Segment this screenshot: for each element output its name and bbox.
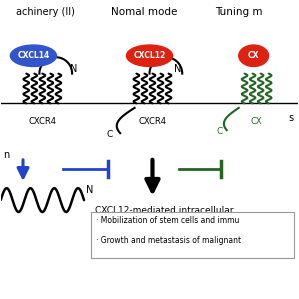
- Text: C: C: [106, 130, 112, 139]
- FancyBboxPatch shape: [91, 212, 294, 258]
- Text: Nomal mode: Nomal mode: [111, 7, 177, 17]
- Text: CXCL12: CXCL12: [133, 51, 166, 60]
- Text: N: N: [70, 64, 77, 74]
- Text: CXCL14: CXCL14: [17, 51, 50, 60]
- Text: · Growth and metastasis of malignant: · Growth and metastasis of malignant: [96, 236, 243, 245]
- Text: N: N: [174, 64, 181, 74]
- Text: CXCR4: CXCR4: [28, 117, 56, 126]
- Text: s: s: [288, 113, 293, 123]
- Text: · Mobilization of stem cells and immu: · Mobilization of stem cells and immu: [96, 216, 239, 225]
- Text: CX: CX: [251, 117, 263, 126]
- Text: n: n: [3, 150, 9, 161]
- Text: CXCR4: CXCR4: [138, 117, 167, 126]
- Text: achinery (II): achinery (II): [16, 7, 74, 17]
- Text: N: N: [86, 185, 93, 195]
- Ellipse shape: [126, 45, 173, 66]
- Text: Tuning m: Tuning m: [215, 7, 263, 17]
- Text: C: C: [216, 127, 222, 136]
- Ellipse shape: [239, 45, 269, 66]
- Text: CX: CX: [248, 51, 260, 60]
- Text: CXCL12-mediated intracellular: CXCL12-mediated intracellular: [95, 206, 234, 215]
- Ellipse shape: [10, 45, 57, 66]
